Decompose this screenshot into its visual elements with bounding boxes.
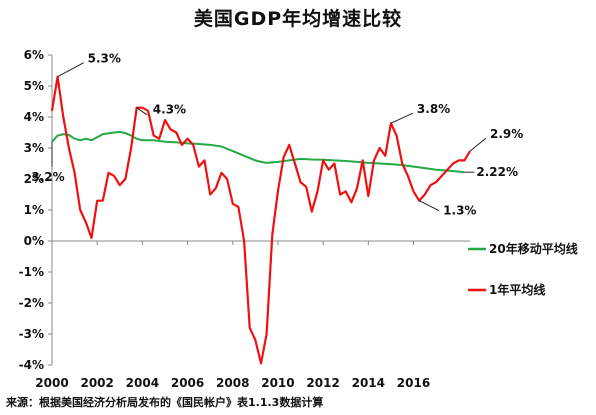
x-tick-label: 2004: [126, 376, 159, 390]
y-tick-label: 2%: [24, 172, 44, 186]
x-tick-label: 2010: [261, 376, 294, 390]
y-tick-label: 0%: [24, 234, 44, 248]
chart-axes: [51, 55, 470, 365]
chart-legend: 20年移动平均线 1年平均线: [468, 241, 578, 297]
annotation-leader: [136, 107, 148, 116]
annotation-label: 2.9%: [490, 127, 523, 141]
annotation-label: 3.2%: [31, 170, 64, 184]
chart-title: 美国GDP年均增速比较: [193, 8, 403, 30]
chart-lines: [50, 75, 471, 365]
x-tick-label: 2016: [397, 376, 430, 390]
y-tick-label: -2%: [19, 296, 44, 310]
annotation-label: 1.3%: [443, 204, 476, 218]
y-tick-label: 5%: [24, 79, 44, 93]
x-tick-label: 2002: [80, 376, 113, 390]
series-line-ma20: [51, 130, 465, 174]
x-tick-label: 2008: [216, 376, 249, 390]
annotation-leader: [57, 62, 84, 78]
y-tick-label: 6%: [24, 48, 44, 62]
legend-label-annual: 1年平均线: [489, 282, 545, 297]
y-tick-label: -4%: [19, 358, 44, 372]
y-tick-label: -1%: [19, 265, 44, 279]
chart-ticks: -4% -3% -2% -1% 0% 1% 2% 3% 4% 5% 6% 2000 2002 2004 20…: [19, 48, 431, 390]
annotation-leader: [418, 200, 440, 212]
x-tick-label: 2000: [35, 376, 68, 390]
chart-source: 来源：根据美国经济分析局发布的《国民帐户》表1.1.3数据计算: [6, 396, 324, 409]
legend-label-ma20: 20年移动平均线: [489, 241, 578, 256]
annotation-leader: [390, 112, 414, 124]
y-tick-label: -3%: [19, 327, 44, 341]
x-tick-label: 2014: [352, 376, 385, 390]
y-tick-label: 3%: [24, 141, 44, 155]
y-tick-label: 1%: [24, 203, 44, 217]
annotation-label: 5.3%: [88, 52, 121, 66]
series-line-annual: [50, 75, 471, 365]
chart-annotations: 5.3% 4.3% 3.2% 3.8% 1.3% 2.9% 2.22%: [31, 52, 523, 218]
annotation-label: 2.22%: [476, 165, 518, 179]
annotation-label: 4.3%: [153, 103, 186, 117]
x-tick-label: 2006: [171, 376, 204, 390]
y-tick-label: 4%: [24, 110, 44, 124]
x-tick-label: 2012: [306, 376, 339, 390]
annotation-label: 3.8%: [417, 102, 450, 116]
annotation-leader: [469, 137, 487, 152]
